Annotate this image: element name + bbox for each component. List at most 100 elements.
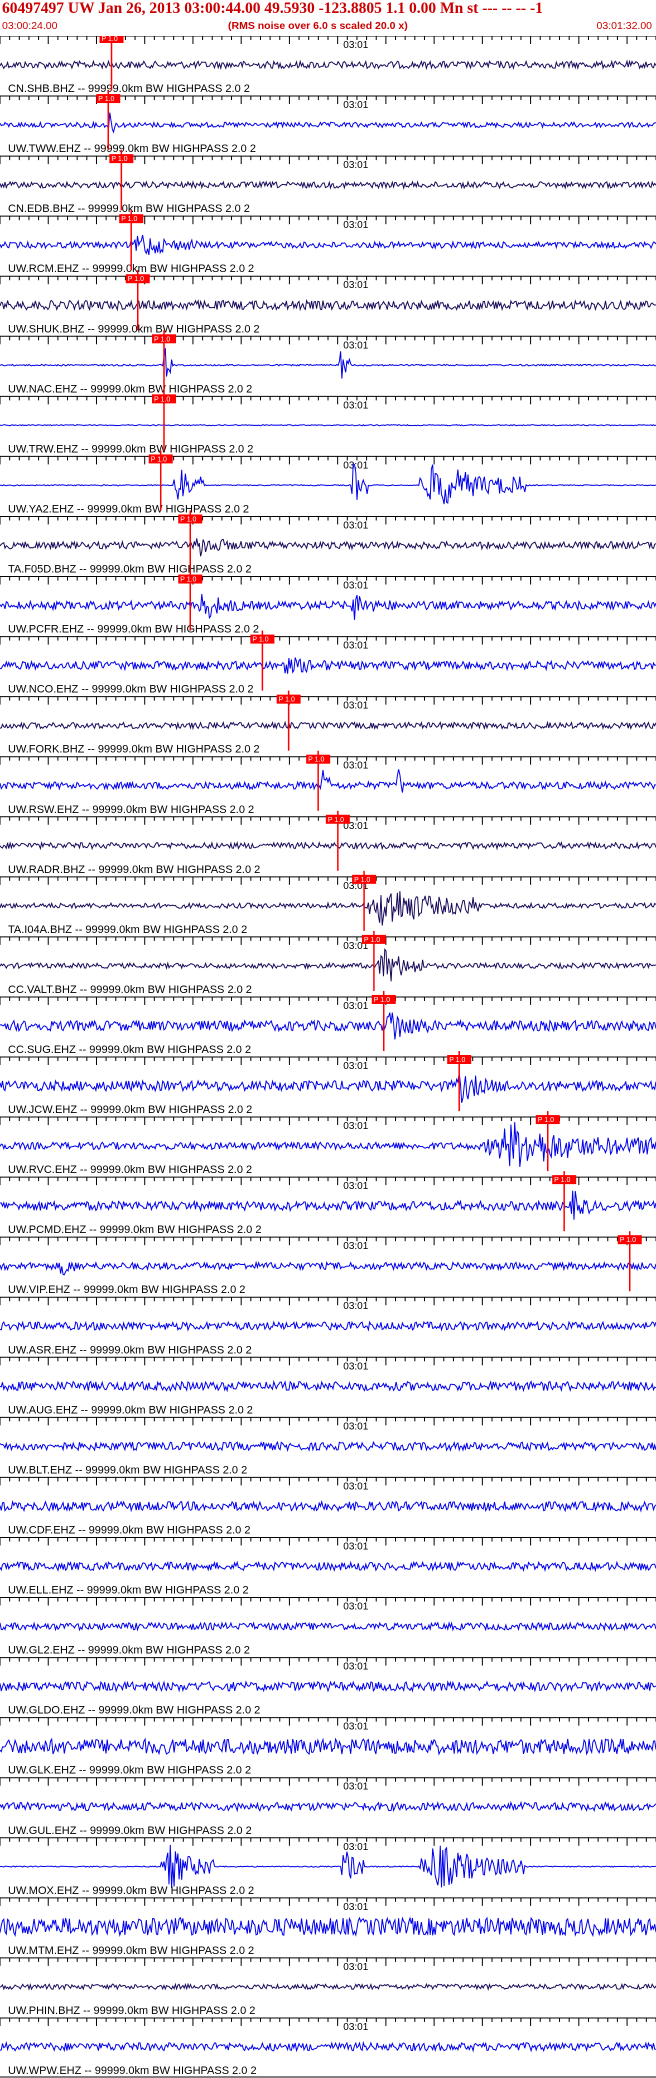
tick-label: 03:01 — [343, 1541, 368, 1552]
pick-label: P 1.0 — [374, 997, 390, 1004]
time-ticks — [0, 336, 656, 345]
waveform — [0, 1844, 656, 1889]
trace-row: 03:01 CN.EDB.BHZ -- 99999.0km BW HIGHPASS… — [0, 150, 656, 215]
trace-row: 03:01 UW.ELL.EHZ -- 99999.0km BW HIGHPASS… — [0, 1536, 656, 1597]
trace-row: 03:01 UW.MOX.EHZ -- 99999.0km BW HIGHPASS… — [0, 1837, 656, 1897]
pick-label: P 1.0 — [308, 757, 324, 764]
trace-row: 03:01 UW.FORK.BHZ -- 99999.0km BW HIGHPAS… — [0, 690, 656, 756]
station-label: UW.JCW.EHZ -- 99999.0km BW HIGHPASS 2.0 … — [8, 1104, 252, 1116]
pick-flag — [617, 1235, 642, 1245]
tick-label: 03:01 — [343, 1782, 368, 1793]
waveform — [0, 841, 656, 851]
pick-flag — [371, 994, 396, 1004]
waveform — [0, 424, 656, 427]
station-label: UW.PCMD.EHZ -- 99999.0km BW HIGHPASS 2.0… — [8, 1224, 261, 1236]
pick-label: P 1.0 — [121, 216, 137, 223]
pick-flag — [148, 454, 173, 464]
trace-row: 03:01 UW.NAC.EHZ -- 99999.0km BW HIGHPASS… — [0, 330, 656, 395]
station-label: UW.PHIN.BHZ -- 99999.0km BW HIGHPASS 2.0… — [8, 2005, 255, 2017]
trace-row: 03:01 UW.CDF.EHZ -- 99999.0km BW HIGHPASS… — [0, 1476, 656, 1536]
pick-label: P 1.0 — [128, 276, 144, 283]
time-ticks — [0, 576, 656, 585]
tick-label: 03:01 — [343, 160, 368, 171]
event-title: 60497497 UW Jan 26, 2013 03:00:44.00 49.… — [2, 0, 543, 17]
trace-row: 03:01 UW.ASR.EHZ -- 99999.0km BW HIGHPASS… — [0, 1296, 656, 1356]
pick-flag — [352, 874, 377, 884]
pick-flag — [99, 36, 124, 43]
time-ticks — [0, 636, 656, 645]
pick-label: P 1.0 — [151, 456, 167, 463]
time-ticks — [0, 696, 656, 705]
time-ticks — [0, 1177, 656, 1186]
waveform — [0, 1680, 656, 1693]
station-label: UW.MTM.EHZ -- 99999.0km BW HIGHPASS 2.0 … — [8, 1945, 254, 1957]
trace-row: 03:01 UW.RVC.EHZ -- 99999.0km BW HIGHPASS… — [0, 1111, 656, 1176]
tick-label: 03:01 — [343, 40, 368, 51]
waveform — [0, 234, 656, 256]
waveform — [0, 720, 656, 731]
tick-label: 03:01 — [343, 520, 368, 531]
time-ticks — [0, 996, 656, 1005]
tick-label: 03:01 — [343, 941, 368, 952]
pick-label: P 1.0 — [98, 96, 114, 103]
pick-label: P 1.0 — [538, 1117, 554, 1124]
pick-flag — [535, 1115, 560, 1125]
waveform — [0, 1190, 656, 1220]
tick-label: 03:01 — [343, 1662, 368, 1673]
waveform — [0, 1320, 656, 1332]
waveform — [0, 1800, 656, 1813]
pick-label: P 1.0 — [111, 156, 127, 163]
station-label: UW.CDF.EHZ -- 99999.0km BW HIGHPASS 2.0 … — [8, 1524, 250, 1536]
station-label: CC.SUG.EHZ -- 99999.0km BW HIGHPASS 2.0 … — [8, 1044, 251, 1056]
pick-label: P 1.0 — [279, 697, 295, 704]
pick-flag — [125, 274, 150, 284]
waveform — [0, 180, 656, 190]
waveform — [0, 348, 656, 379]
station-label: UW.RSW.EHZ -- 99999.0km BW HIGHPASS 2.0 … — [8, 804, 254, 816]
waveform — [0, 657, 656, 674]
tick-label: 03:01 — [343, 1421, 368, 1432]
tick-label: 03:01 — [343, 340, 368, 351]
trace-row: 03:01 UW.MTM.EHZ -- 99999.0km BW HIGHPASS… — [0, 1897, 656, 1957]
end-time-label: 03:01:32.00 — [596, 20, 652, 32]
tick-label: 03:01 — [343, 881, 368, 892]
waveform — [0, 538, 656, 557]
pick-flag — [96, 94, 121, 104]
tick-label: 03:01 — [343, 641, 368, 652]
time-ticks — [0, 216, 656, 225]
trace-row: 03:01 CC.VALT.BHZ -- 99999.0km BW HIGHPAS… — [0, 930, 656, 996]
station-label: CN.EDB.BHZ -- 99999.0km BW HIGHPASS 2.0 … — [8, 203, 250, 215]
station-label: UW.NAC.EHZ -- 99999.0km BW HIGHPASS 2.0 … — [8, 383, 252, 395]
trace-row: 03:01 UW.GL2.EHZ -- 99999.0km BW HIGHPASS… — [0, 1597, 656, 1657]
station-label: UW.RVC.EHZ -- 99999.0km BW HIGHPASS 2.0 … — [8, 1164, 252, 1176]
time-ticks — [0, 1717, 656, 1726]
trace-row: 03:01 UW.BLT.EHZ -- 99999.0km BW HIGHPASS… — [0, 1416, 656, 1476]
trace-row: 03:01 CN.SHB.BHZ -- 99999.0km BW HIGHPASS… — [0, 36, 656, 95]
trace-row: 03:01 TA.F05D.BHZ -- 99999.0km BW HIGHPAS… — [0, 510, 656, 576]
time-ticks — [0, 1837, 656, 1846]
station-label: CN.SHB.BHZ -- 99999.0km BW HIGHPASS 2.0 … — [8, 83, 250, 95]
pick-label: P 1.0 — [364, 937, 380, 944]
time-ticks — [0, 276, 656, 285]
rms-note: (RMS noise over 6.0 s scaled 20.0 x) — [228, 20, 408, 32]
trace-row: 03:01 UW.RSW.EHZ -- 99999.0km BW HIGHPASS… — [0, 750, 656, 816]
tick-label: 03:01 — [343, 1361, 368, 1372]
tick-label: 03:01 — [343, 1842, 368, 1853]
trace-row: 03:01 UW.PHIN.BHZ -- 99999.0km BW HIGHPAS… — [0, 1957, 656, 2017]
pick-label: P 1.0 — [252, 637, 268, 644]
trace-row: 03:01 UW.GLK.EHZ -- 99999.0km BW HIGHPASS… — [0, 1717, 656, 1777]
trace-row: 03:01 UW.PCMD.EHZ -- 99999.0km BW HIGHPAS… — [0, 1171, 656, 1236]
time-ticks — [0, 1537, 656, 1546]
time-ticks — [0, 1777, 656, 1786]
pick-label: P 1.0 — [554, 1177, 570, 1184]
trace-row: 03:01 UW.SHUK.BHZ -- 99999.0km BW HIGHPAS… — [0, 270, 656, 335]
pick-flag — [306, 754, 331, 764]
waveform — [0, 948, 656, 982]
station-label: TA.F05D.BHZ -- 99999.0km BW HIGHPASS 2.0… — [8, 564, 252, 576]
trace-row: 03:01 UW.GUL.EHZ -- 99999.0km BW HIGHPASS… — [0, 1777, 656, 1837]
pick-flag — [250, 634, 275, 644]
pick-label: P 1.0 — [180, 577, 196, 584]
station-label: UW.NCO.EHZ -- 99999.0km BW HIGHPASS 2.0 … — [8, 684, 254, 696]
waveform — [0, 1916, 656, 1938]
